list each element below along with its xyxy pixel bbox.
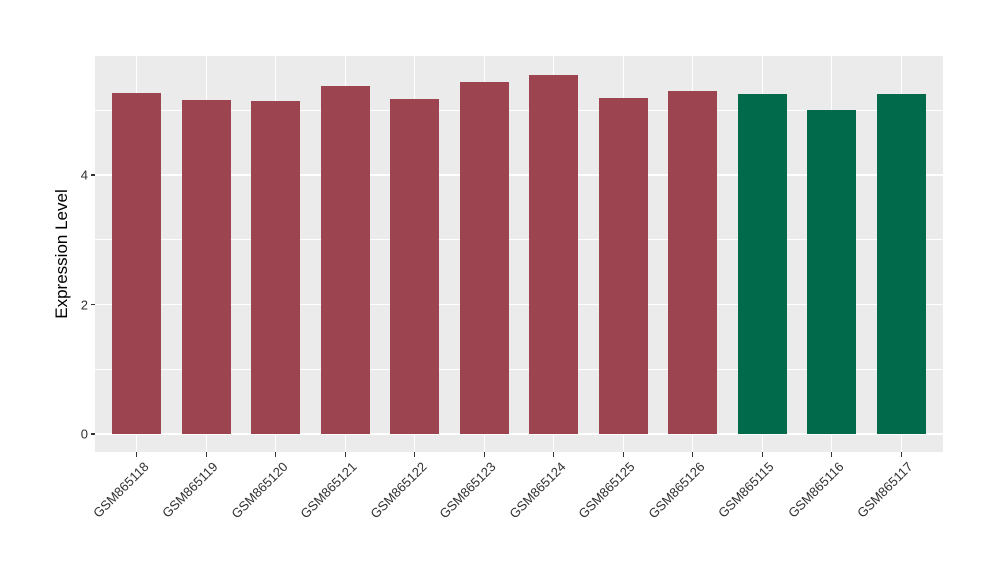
y-tick-mark	[90, 174, 95, 176]
bar-GSM865117	[876, 94, 926, 434]
y-tick-label: 4	[80, 167, 88, 183]
y-axis-title: Expression Level	[52, 189, 71, 319]
y-tick-label: 2	[80, 297, 88, 313]
bar-GSM865119	[181, 100, 231, 434]
x-tick-mark	[136, 452, 138, 457]
bar-GSM865116	[807, 110, 857, 434]
x-tick-label: GSM865126	[645, 459, 708, 522]
y-tick-mark	[90, 433, 95, 435]
bar-GSM865123	[459, 81, 509, 434]
x-tick-label: GSM865119	[159, 459, 221, 521]
x-tick-label: GSM865120	[228, 459, 291, 522]
minor-gridline	[95, 239, 943, 241]
x-tick-mark	[205, 452, 207, 457]
major-gridline	[95, 174, 943, 176]
x-tick-label: GSM865121	[297, 459, 360, 522]
bar-GSM865122	[390, 98, 440, 434]
bar-GSM865121	[320, 86, 370, 434]
y-tick-label: 0	[80, 426, 88, 442]
bar-GSM865125	[598, 98, 648, 434]
x-tick-label: GSM865116	[784, 459, 847, 521]
x-tick-mark	[831, 452, 833, 457]
plot-panel	[95, 56, 943, 452]
minor-gridline	[95, 109, 943, 111]
x-tick-mark	[275, 452, 277, 457]
x-tick-label: GSM865124	[506, 459, 569, 522]
x-tick-label: GSM865115	[715, 459, 777, 521]
x-tick-label: GSM865122	[367, 459, 430, 522]
minor-gridline	[95, 368, 943, 370]
bar-GSM865124	[529, 75, 579, 434]
x-tick-mark	[900, 452, 902, 457]
major-gridline	[95, 303, 943, 306]
major-gridline	[95, 433, 943, 435]
x-tick-mark	[483, 452, 485, 457]
bar-GSM865126	[668, 90, 718, 434]
x-tick-label: GSM865125	[575, 459, 638, 522]
x-tick-mark	[553, 452, 555, 457]
x-tick-mark	[692, 452, 694, 457]
x-tick-label: GSM865123	[436, 459, 499, 522]
bar-GSM865120	[251, 101, 301, 434]
x-tick-mark	[414, 452, 416, 457]
x-tick-mark	[761, 452, 763, 457]
x-tick-label: GSM865118	[89, 459, 152, 521]
x-tick-label: GSM865117	[854, 459, 916, 521]
y-tick-mark	[90, 303, 95, 306]
x-tick-mark	[622, 452, 624, 457]
bar-GSM865115	[737, 94, 787, 434]
bar-GSM865118	[112, 92, 162, 434]
x-tick-mark	[344, 452, 346, 457]
